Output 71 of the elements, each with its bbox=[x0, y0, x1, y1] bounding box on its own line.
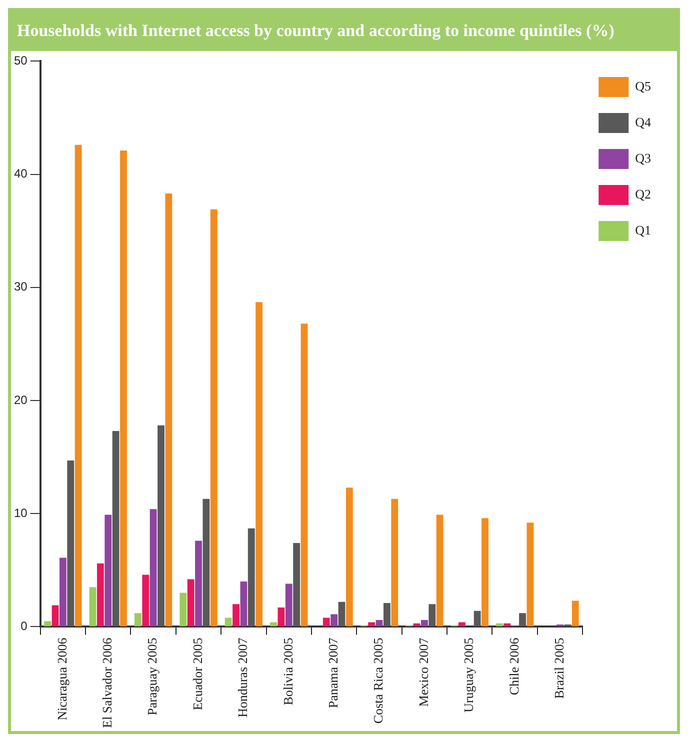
x-tick-label: Ecuador 2005 bbox=[190, 638, 205, 710]
bar bbox=[74, 144, 82, 626]
bar bbox=[572, 600, 579, 626]
bar bbox=[224, 618, 232, 626]
bar bbox=[368, 622, 376, 626]
legend-label: Q1 bbox=[635, 222, 651, 238]
x-tick-label: Nicaragua 2006 bbox=[54, 637, 70, 720]
bar bbox=[142, 574, 150, 626]
y-tick-label: 10 bbox=[14, 506, 28, 520]
x-tick-label: El Salvador 2006 bbox=[100, 637, 115, 728]
bar bbox=[44, 621, 52, 626]
bar bbox=[232, 604, 240, 626]
bar bbox=[240, 581, 248, 626]
bar bbox=[134, 613, 142, 626]
bar bbox=[248, 528, 255, 626]
bar bbox=[338, 602, 346, 626]
bar bbox=[322, 618, 330, 626]
x-tick-label: Panama 2007 bbox=[325, 637, 340, 708]
bar bbox=[187, 579, 194, 626]
bar bbox=[330, 614, 338, 626]
y-tick-label: 40 bbox=[14, 166, 28, 181]
bar bbox=[526, 522, 534, 626]
bar bbox=[346, 488, 353, 626]
bar bbox=[180, 592, 187, 626]
bar bbox=[96, 563, 104, 626]
bar bbox=[202, 498, 210, 626]
bar bbox=[270, 622, 277, 626]
x-tick-label: Honduras 2007 bbox=[235, 637, 250, 718]
bar bbox=[458, 622, 466, 626]
legend-label: Q2 bbox=[635, 186, 651, 202]
y-tick-label: 50 bbox=[14, 54, 28, 68]
bar bbox=[428, 604, 436, 626]
bar bbox=[67, 460, 74, 626]
bar bbox=[150, 509, 157, 626]
bar bbox=[519, 613, 526, 626]
bar bbox=[158, 425, 164, 626]
bar bbox=[383, 602, 390, 626]
bar bbox=[285, 584, 292, 626]
y-tick-label: 20 bbox=[14, 392, 28, 407]
bar bbox=[420, 620, 428, 626]
legend-label: Q4 bbox=[635, 114, 652, 130]
bar bbox=[474, 610, 481, 626]
x-tick-label: Mexico 2007 bbox=[416, 637, 431, 707]
y-tick-label: 0 bbox=[20, 619, 28, 634]
bar bbox=[278, 608, 285, 626]
bar bbox=[300, 324, 308, 626]
legend-label: Q3 bbox=[635, 150, 651, 166]
bar bbox=[391, 498, 398, 626]
x-tick-label: Uruguay 2005 bbox=[461, 638, 476, 712]
legend-label: Q5 bbox=[635, 78, 651, 94]
bar bbox=[59, 558, 66, 626]
bar bbox=[436, 514, 444, 626]
bar bbox=[210, 209, 218, 626]
bar bbox=[376, 620, 383, 626]
bar bbox=[120, 150, 127, 626]
x-tick-label: Costa Rica 2005 bbox=[370, 638, 386, 724]
bar bbox=[293, 543, 300, 626]
bar bbox=[89, 587, 96, 626]
bar bbox=[112, 431, 120, 626]
bar bbox=[104, 514, 112, 626]
x-tick-label: Paraguay 2005 bbox=[144, 638, 160, 716]
bar bbox=[256, 302, 263, 626]
bar bbox=[195, 540, 202, 626]
bar bbox=[165, 194, 172, 626]
x-tick-label: Chile 2006 bbox=[506, 637, 522, 696]
x-tick-label: Brazil 2005 bbox=[551, 638, 566, 699]
bar bbox=[52, 605, 59, 626]
chart-title: Households with Internet access by country and according to income quintiles (%) bbox=[11, 11, 677, 51]
bar bbox=[482, 518, 488, 626]
y-tick-label: 30 bbox=[14, 280, 28, 294]
x-tick-label: Bolivia 2005 bbox=[280, 638, 296, 706]
